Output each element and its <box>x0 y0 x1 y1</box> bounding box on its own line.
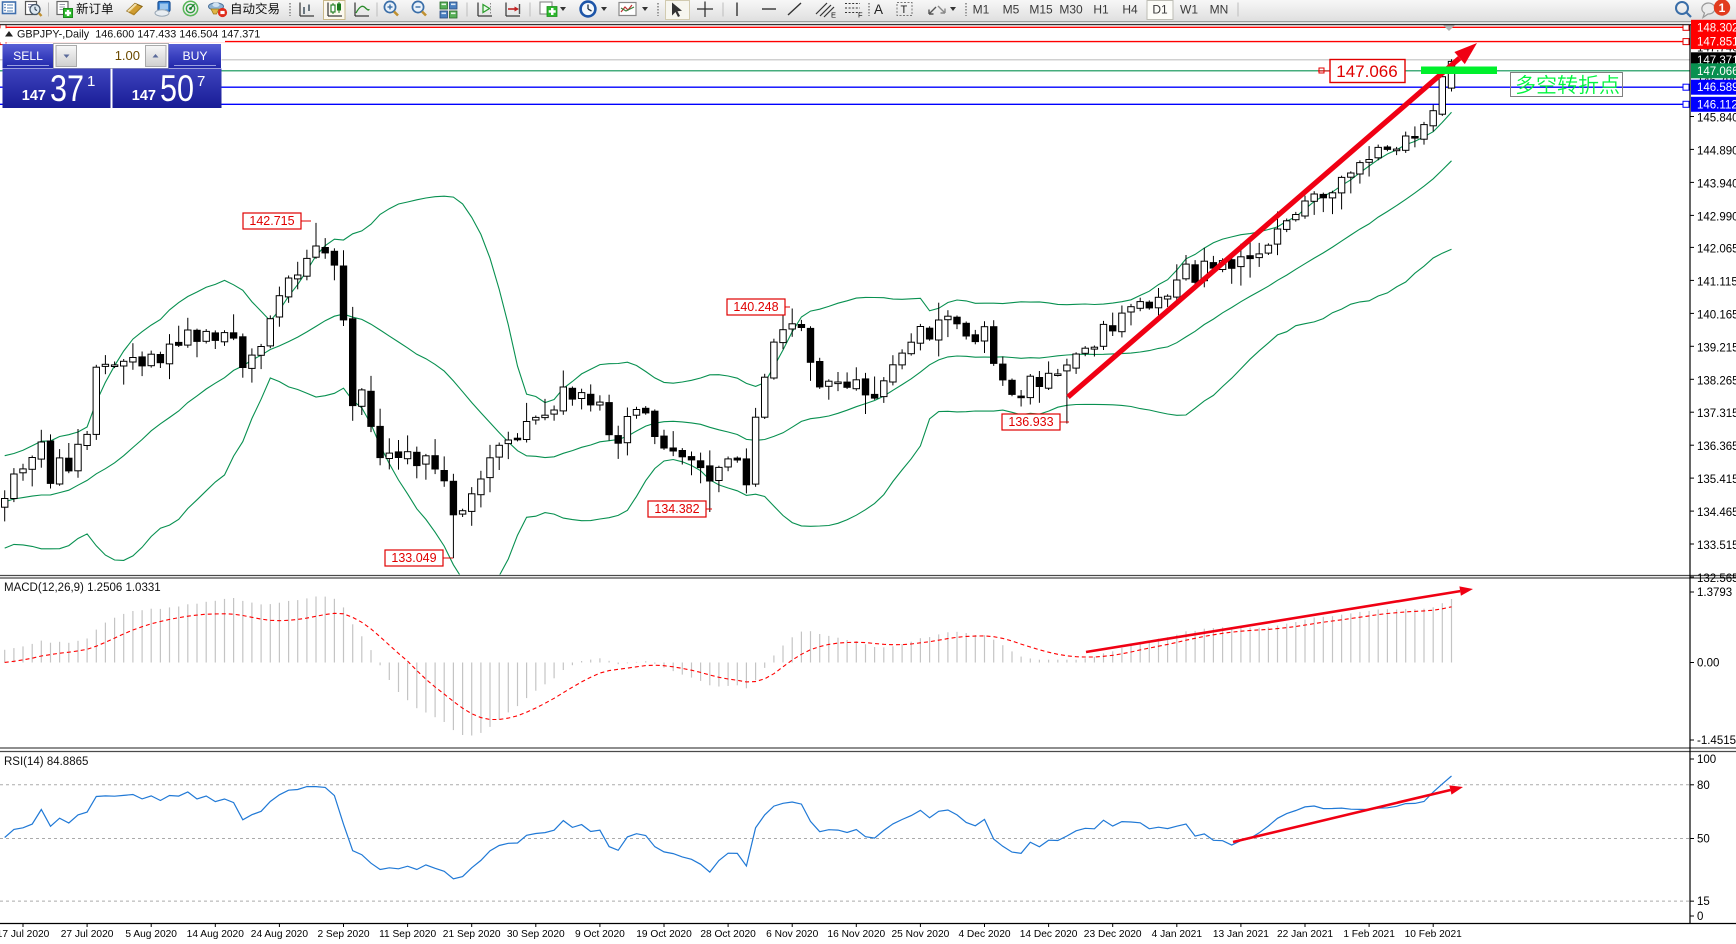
svg-text:1: 1 <box>87 73 95 90</box>
svg-text:0: 0 <box>1697 911 1703 923</box>
svg-text:0.00: 0.00 <box>1697 658 1719 670</box>
svg-text:11 Sep 2020: 11 Sep 2020 <box>379 929 436 939</box>
svg-text:147: 147 <box>132 88 156 104</box>
svg-text:25 Nov 2020: 25 Nov 2020 <box>892 929 950 939</box>
svg-text:-1.4515: -1.4515 <box>1697 735 1736 747</box>
svg-text:147.066: 147.066 <box>1697 66 1736 78</box>
svg-text:148.302: 148.302 <box>1697 22 1736 34</box>
svg-text:5 Aug 2020: 5 Aug 2020 <box>125 929 177 939</box>
svg-text:139.215: 139.215 <box>1697 342 1736 354</box>
svg-text:1: 1 <box>1719 1 1726 15</box>
svg-text:138.265: 138.265 <box>1697 375 1736 387</box>
svg-text:14 Aug 2020: 14 Aug 2020 <box>187 929 245 939</box>
svg-text:140.248: 140.248 <box>733 300 778 314</box>
svg-text:RSI(14) 84.8865: RSI(14) 84.8865 <box>4 756 88 768</box>
svg-text:4 Dec 2020: 4 Dec 2020 <box>958 929 1010 939</box>
svg-text:1.3793: 1.3793 <box>1697 587 1732 599</box>
svg-text:F: F <box>858 11 863 20</box>
svg-text:135.415: 135.415 <box>1697 474 1736 486</box>
svg-text:10 Feb 2021: 10 Feb 2021 <box>1405 929 1463 939</box>
svg-text:13 Jan 2021: 13 Jan 2021 <box>1213 929 1269 939</box>
svg-text:28 Oct 2020: 28 Oct 2020 <box>700 929 756 939</box>
svg-text:T: T <box>901 4 908 16</box>
svg-text:23 Dec 2020: 23 Dec 2020 <box>1084 929 1142 939</box>
svg-text:GBPJPY-,Daily 146.600 147.433: GBPJPY-,Daily 146.600 147.433 146.504 14… <box>17 29 260 41</box>
svg-text:4 Jan 2021: 4 Jan 2021 <box>1152 929 1203 939</box>
svg-text:E: E <box>831 11 836 20</box>
svg-text:145.840: 145.840 <box>1697 113 1736 125</box>
svg-text:27 Jul 2020: 27 Jul 2020 <box>61 929 114 939</box>
svg-text:2 Sep 2020: 2 Sep 2020 <box>317 929 369 939</box>
svg-text:133.515: 133.515 <box>1697 540 1736 552</box>
svg-text:142.990: 142.990 <box>1697 211 1736 223</box>
svg-text:100: 100 <box>1697 754 1716 766</box>
svg-text:133.049: 133.049 <box>391 551 436 565</box>
svg-text:6 Nov 2020: 6 Nov 2020 <box>766 929 818 939</box>
svg-text:24 Aug 2020: 24 Aug 2020 <box>251 929 309 939</box>
svg-text:14 Dec 2020: 14 Dec 2020 <box>1020 929 1078 939</box>
svg-text:136.933: 136.933 <box>1008 415 1053 429</box>
svg-text:21 Sep 2020: 21 Sep 2020 <box>443 929 501 939</box>
svg-text:M5: M5 <box>1003 3 1020 17</box>
svg-text:50: 50 <box>160 68 194 109</box>
svg-text:30 Sep 2020: 30 Sep 2020 <box>507 929 565 939</box>
svg-text:A: A <box>874 2 883 17</box>
svg-text:143.940: 143.940 <box>1697 178 1736 190</box>
svg-text:146.112: 146.112 <box>1697 99 1736 111</box>
svg-text:144.890: 144.890 <box>1697 145 1736 157</box>
svg-text:M15: M15 <box>1029 3 1053 17</box>
svg-text:M30: M30 <box>1059 3 1083 17</box>
svg-text:W1: W1 <box>1180 3 1198 17</box>
svg-text:BUY: BUY <box>182 49 207 63</box>
svg-text:141.115: 141.115 <box>1697 276 1736 288</box>
svg-text:136.365: 136.365 <box>1697 441 1736 453</box>
svg-text:17 Jul 2020: 17 Jul 2020 <box>0 929 50 939</box>
svg-text:142.065: 142.065 <box>1697 243 1736 255</box>
svg-text:134.465: 134.465 <box>1697 507 1736 519</box>
svg-text:80: 80 <box>1697 780 1710 792</box>
svg-text:H4: H4 <box>1122 3 1138 17</box>
svg-text:147.066: 147.066 <box>1336 62 1397 81</box>
svg-text:137.315: 137.315 <box>1697 408 1736 420</box>
svg-text:9 Oct 2020: 9 Oct 2020 <box>575 929 625 939</box>
svg-text:1.00: 1.00 <box>115 48 140 63</box>
svg-text:MN: MN <box>1210 3 1229 17</box>
svg-text:22 Jan 2021: 22 Jan 2021 <box>1277 929 1333 939</box>
svg-text:37: 37 <box>50 68 84 109</box>
svg-text:19 Oct 2020: 19 Oct 2020 <box>636 929 692 939</box>
svg-text:MACD(12,26,9) 1.2506 1.0331: MACD(12,26,9) 1.2506 1.0331 <box>4 582 161 594</box>
svg-text:140.165: 140.165 <box>1697 309 1736 321</box>
svg-text:147: 147 <box>22 88 46 104</box>
svg-text:146.589: 146.589 <box>1697 82 1736 94</box>
svg-text:7: 7 <box>197 73 205 90</box>
svg-text:134.382: 134.382 <box>654 502 699 516</box>
svg-text:M1: M1 <box>973 3 990 17</box>
svg-text:1 Feb 2021: 1 Feb 2021 <box>1343 929 1395 939</box>
svg-text:15: 15 <box>1697 896 1710 908</box>
svg-text:50: 50 <box>1697 834 1710 846</box>
svg-text:D1: D1 <box>1152 3 1168 17</box>
svg-text:SELL: SELL <box>13 49 43 63</box>
svg-text:147.851: 147.851 <box>1697 37 1736 49</box>
svg-text:142.715: 142.715 <box>249 214 294 228</box>
svg-text:16 Nov 2020: 16 Nov 2020 <box>827 929 885 939</box>
svg-text:132.565: 132.565 <box>1697 573 1736 585</box>
svg-text:H1: H1 <box>1093 3 1109 17</box>
